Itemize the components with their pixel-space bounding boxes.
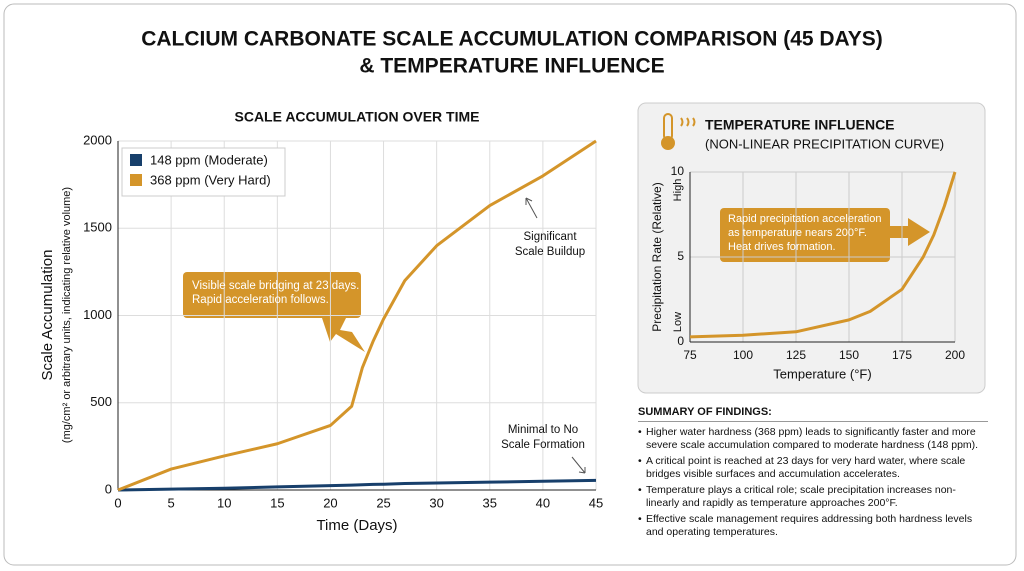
pointer bbox=[571, 456, 586, 474]
summary-item: Higher water hardness (368 ppm) leads to… bbox=[638, 426, 988, 452]
legend bbox=[121, 147, 286, 197]
x-tick-label: 200 bbox=[945, 348, 965, 362]
x-tick-label: 40 bbox=[536, 495, 550, 510]
series-line bbox=[117, 478, 597, 492]
y-axis-label: Precipitation Rate (Relative) bbox=[650, 182, 664, 331]
y-tick-label: 1000 bbox=[83, 307, 112, 322]
summary: SUMMARY OF FINDINGS: Higher water hardne… bbox=[638, 406, 988, 542]
page-title: & TEMPERATURE INFLUENCE bbox=[359, 55, 664, 78]
x-tick-label: 20 bbox=[323, 495, 337, 510]
callout bbox=[183, 272, 361, 318]
summary-item: Temperature plays a critical role; scale… bbox=[638, 484, 988, 510]
y-axis-sublabel: (mg/cm² or arbitrary units, indicating r… bbox=[61, 187, 73, 443]
series-line bbox=[689, 171, 957, 339]
x-tick-label: 150 bbox=[839, 348, 859, 362]
summary-item: Effective scale management requires addr… bbox=[638, 513, 988, 539]
legend-swatch bbox=[130, 174, 142, 186]
annotation: Visible scale bridging at 23 days. bbox=[192, 280, 359, 292]
y-tick-label: 1500 bbox=[83, 220, 112, 235]
annotation: Rapid acceleration follows. bbox=[192, 294, 329, 306]
annotation: as temperature nears 200°F. bbox=[728, 227, 867, 239]
callout bbox=[720, 208, 890, 262]
y-tick-label: 0 bbox=[677, 334, 684, 348]
x-tick-label: 100 bbox=[733, 348, 753, 362]
legend-label: 368 ppm (Very Hard) bbox=[150, 172, 271, 187]
x-tick-label: 175 bbox=[892, 348, 912, 362]
chart-subtitle: (NON-LINEAR PRECIPITATION CURVE) bbox=[705, 136, 944, 151]
y-axis-label: Scale Accumulation bbox=[39, 250, 56, 381]
annotation: Scale Buildup bbox=[515, 246, 585, 258]
summary-list: Higher water hardness (368 ppm) leads to… bbox=[638, 426, 988, 539]
y-tick-label: 0 bbox=[105, 481, 112, 496]
y-tick-label: 10 bbox=[671, 164, 685, 178]
y-range-label: High bbox=[672, 179, 684, 202]
y-tick-label: 500 bbox=[90, 394, 112, 409]
y-tick-label: 5 bbox=[677, 249, 684, 263]
thermometer-icon bbox=[661, 113, 696, 150]
x-axis-label: Temperature (°F) bbox=[773, 366, 871, 381]
pointer bbox=[525, 197, 538, 219]
callout-arrow bbox=[888, 218, 930, 246]
x-tick-label: 25 bbox=[376, 495, 390, 510]
x-tick-label: 30 bbox=[429, 495, 443, 510]
chart-title: SCALE ACCUMULATION OVER TIME bbox=[235, 109, 480, 125]
y-range-label: Low bbox=[672, 312, 684, 332]
x-tick-label: 35 bbox=[483, 495, 497, 510]
y-tick-label: 2000 bbox=[83, 132, 112, 147]
annotation: Rapid precipitation acceleration bbox=[728, 213, 881, 225]
series-line bbox=[117, 139, 597, 492]
x-tick-label: 45 bbox=[589, 495, 603, 510]
annotation: Scale Formation bbox=[501, 439, 585, 451]
x-tick-label: 125 bbox=[786, 348, 806, 362]
x-tick-label: 0 bbox=[114, 495, 121, 510]
x-tick-label: 75 bbox=[683, 348, 697, 362]
callout-arrow bbox=[322, 318, 365, 352]
annotation: Heat drives formation. bbox=[728, 241, 836, 253]
summary-title: SUMMARY OF FINDINGS: bbox=[638, 406, 988, 422]
summary-item: A critical point is reached at 23 days f… bbox=[638, 455, 988, 481]
legend-label: 148 ppm (Moderate) bbox=[150, 152, 268, 167]
annotation: Minimal to No bbox=[508, 424, 578, 436]
x-tick-label: 15 bbox=[270, 495, 284, 510]
x-tick-label: 10 bbox=[217, 495, 231, 510]
x-tick-label: 5 bbox=[167, 495, 174, 510]
annotation: Significant bbox=[523, 231, 577, 243]
x-axis-label: Time (Days) bbox=[316, 517, 397, 534]
chart-title: TEMPERATURE INFLUENCE bbox=[705, 117, 895, 133]
page-title: CALCIUM CARBONATE SCALE ACCUMULATION COM… bbox=[141, 28, 883, 51]
legend-swatch bbox=[130, 154, 142, 166]
